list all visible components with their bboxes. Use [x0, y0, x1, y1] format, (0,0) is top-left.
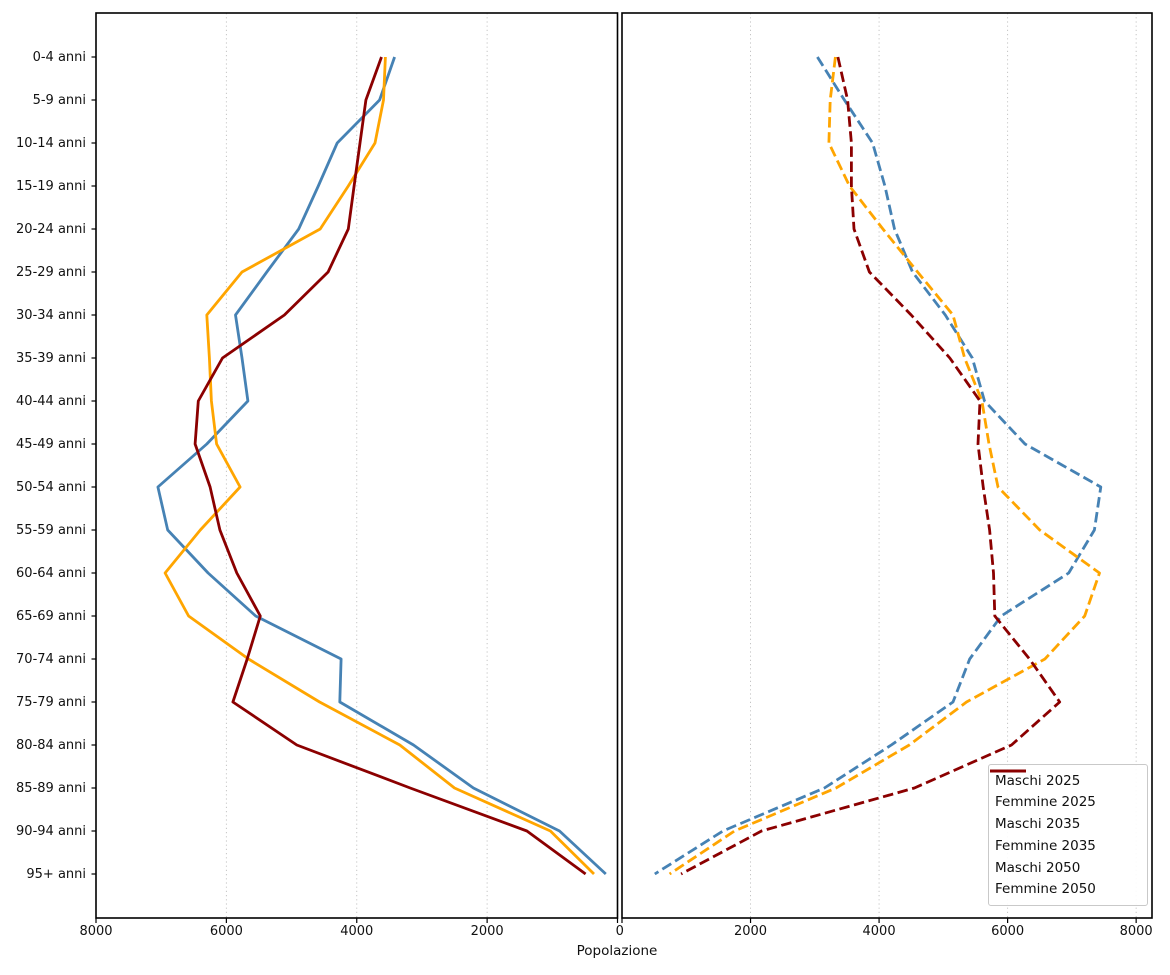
series-line-femmine-2050 [680, 56, 1062, 876]
legend-item-label: Femmine 2025 [995, 794, 1096, 811]
legend-item-label: Femmine 2035 [995, 837, 1096, 854]
y-tick-label: 95+ anni [26, 866, 86, 882]
legend-line-swatch [990, 769, 1026, 773]
y-tick-label: 25-29 anni [16, 264, 86, 280]
x-tick-label-left: 8000 [79, 924, 113, 939]
x-tick-label-right: 6000 [991, 924, 1025, 939]
right-panel-border [621, 12, 1153, 919]
series-line-femmine-2035 [668, 56, 1101, 876]
x-tick-label-right: 2000 [733, 924, 768, 939]
y-tick-label: 65-69 anni [16, 608, 86, 624]
legend-item-label: Femmine 2050 [995, 881, 1096, 898]
y-tick-label: 5-9 anni [32, 92, 86, 108]
y-tick-label: 80-84 anni [16, 737, 86, 753]
legend-item: Femmine 2035 [990, 769, 1141, 856]
y-tick-label: 90-94 anni [16, 823, 86, 839]
y-tick-label: 85-89 anni [16, 780, 86, 796]
y-tick-label: 10-14 anni [16, 135, 86, 151]
series-line-maschi-2050 [193, 56, 587, 876]
y-tick-label: 15-19 anni [16, 178, 86, 194]
legend-item: Femmine 2025 [990, 769, 1141, 812]
x-tick-label-left: 4000 [340, 924, 374, 939]
legend-item: Maschi 2050 [990, 769, 1141, 878]
series-line-femmine-2025 [654, 56, 1103, 876]
y-tick-label: 55-59 anni [16, 522, 86, 538]
y-tick-label: 35-39 anni [16, 350, 86, 366]
y-tick-label: 40-44 anni [16, 393, 86, 409]
y-tick-label: 60-64 anni [16, 565, 86, 581]
legend-item: Maschi 2035 [990, 769, 1141, 834]
y-tick-label: 75-79 anni [16, 694, 86, 710]
y-tick-label: 0-4 anni [32, 49, 86, 65]
x-tick-label-right: 8000 [1119, 924, 1153, 939]
x-tick-label-left: 6000 [209, 924, 243, 939]
y-tick-label: 20-24 anni [16, 221, 86, 237]
x-tick-label-left: 2000 [470, 924, 504, 939]
x-tick-label-zero: 0 [615, 924, 624, 939]
legend: Maschi 2025 Femmine 2025 Maschi 2035 Femmin… [988, 764, 1148, 906]
legend-item-label: Maschi 2025 [995, 772, 1081, 789]
legend-item-label: Maschi 2035 [995, 816, 1081, 833]
x-tick-label-right: 4000 [862, 924, 896, 939]
y-tick-label: 70-74 anni [16, 651, 86, 667]
x-axis-label: Popolazione [576, 943, 658, 959]
y-tick-label: 45-49 anni [16, 436, 86, 452]
series-line-maschi-2025 [156, 56, 607, 876]
y-tick-label: 30-34 anni [16, 307, 86, 323]
legend-item: Femmine 2050 [990, 769, 1141, 899]
y-tick-label: 50-54 anni [16, 479, 86, 495]
legend-item-label: Maschi 2050 [995, 859, 1081, 876]
series-line-maschi-2035 [163, 56, 595, 875]
